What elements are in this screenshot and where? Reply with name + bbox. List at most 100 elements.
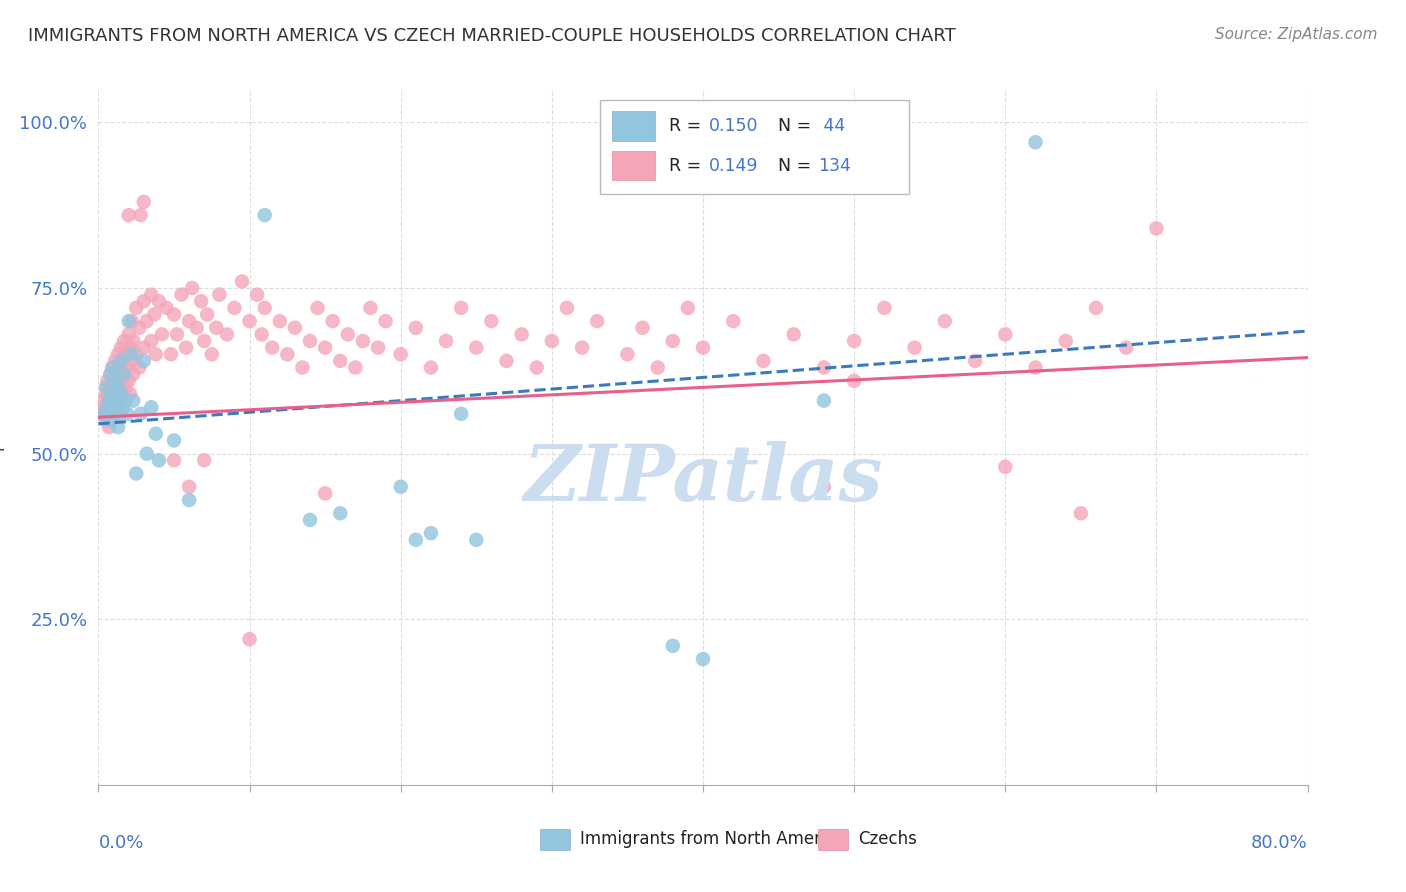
Point <box>122 334 145 348</box>
Point <box>163 453 186 467</box>
Point <box>101 360 124 375</box>
Point <box>631 320 654 334</box>
Point <box>100 413 122 427</box>
Point <box>195 308 218 322</box>
Point <box>121 354 143 368</box>
Point <box>179 493 201 508</box>
Point <box>555 301 578 315</box>
Point <box>104 387 127 401</box>
Point <box>120 341 142 355</box>
Bar <box>613 151 655 180</box>
Point <box>186 320 208 334</box>
Point <box>201 347 224 361</box>
Point <box>450 301 472 315</box>
Point <box>215 327 238 342</box>
Point <box>1024 135 1046 149</box>
Point <box>1070 506 1092 520</box>
Point <box>844 374 866 388</box>
Text: Czechs: Czechs <box>858 830 917 848</box>
Point <box>120 387 142 401</box>
Point <box>420 526 443 541</box>
Point <box>101 387 124 401</box>
Point <box>723 314 745 328</box>
Point <box>208 287 231 301</box>
Point <box>262 341 284 355</box>
Point <box>129 208 152 222</box>
Point <box>299 334 322 348</box>
Text: ZIPatlas: ZIPatlas <box>523 441 883 517</box>
Point <box>103 380 125 394</box>
Point <box>253 301 276 315</box>
Point <box>405 320 427 334</box>
Point <box>108 407 131 421</box>
Point <box>239 632 262 647</box>
Point <box>481 314 503 328</box>
Point <box>276 347 298 361</box>
Point <box>96 401 118 415</box>
Point <box>118 374 141 388</box>
Point <box>329 354 352 368</box>
Point <box>179 480 201 494</box>
Text: R =: R = <box>669 157 707 175</box>
Point <box>661 334 683 348</box>
Point <box>389 347 412 361</box>
Point <box>405 533 427 547</box>
Point <box>616 347 638 361</box>
Point <box>322 314 344 328</box>
Point <box>166 327 188 342</box>
Point <box>420 360 443 375</box>
Point <box>128 360 150 375</box>
Bar <box>540 829 569 850</box>
Point <box>1085 301 1108 315</box>
Point <box>94 387 117 401</box>
Point <box>389 480 412 494</box>
Point <box>150 327 173 342</box>
Point <box>299 513 322 527</box>
Point <box>101 393 124 408</box>
Point <box>104 374 127 388</box>
Point <box>284 320 307 334</box>
Point <box>132 294 155 309</box>
Text: 0.150: 0.150 <box>709 117 759 135</box>
Point <box>111 387 134 401</box>
Text: 44: 44 <box>818 117 845 135</box>
Point <box>96 374 118 388</box>
Point <box>145 426 167 441</box>
Point <box>98 420 121 434</box>
Point <box>107 420 129 434</box>
Point <box>291 360 314 375</box>
Point <box>125 301 148 315</box>
Point <box>141 401 163 415</box>
Point <box>844 334 866 348</box>
Point <box>692 341 714 355</box>
Point <box>246 287 269 301</box>
Point <box>93 401 115 415</box>
Point <box>205 320 228 334</box>
Point <box>813 393 835 408</box>
Point <box>314 486 336 500</box>
Bar <box>818 829 848 850</box>
Point <box>104 354 127 368</box>
Point <box>647 360 669 375</box>
Point <box>269 314 291 328</box>
Point <box>114 380 136 394</box>
Point <box>122 367 145 381</box>
Point <box>96 407 118 421</box>
Point <box>994 459 1017 474</box>
Point <box>103 407 125 421</box>
Point <box>1054 334 1077 348</box>
Point <box>239 314 262 328</box>
Point <box>107 347 129 361</box>
Point <box>100 367 122 381</box>
Point <box>1024 360 1046 375</box>
Point <box>135 314 157 328</box>
Point <box>329 506 352 520</box>
Text: N =: N = <box>778 117 817 135</box>
Point <box>132 354 155 368</box>
Point <box>100 401 122 415</box>
Point <box>904 341 927 355</box>
Point <box>148 294 170 309</box>
Point <box>110 341 132 355</box>
Point <box>181 281 204 295</box>
Point <box>125 347 148 361</box>
